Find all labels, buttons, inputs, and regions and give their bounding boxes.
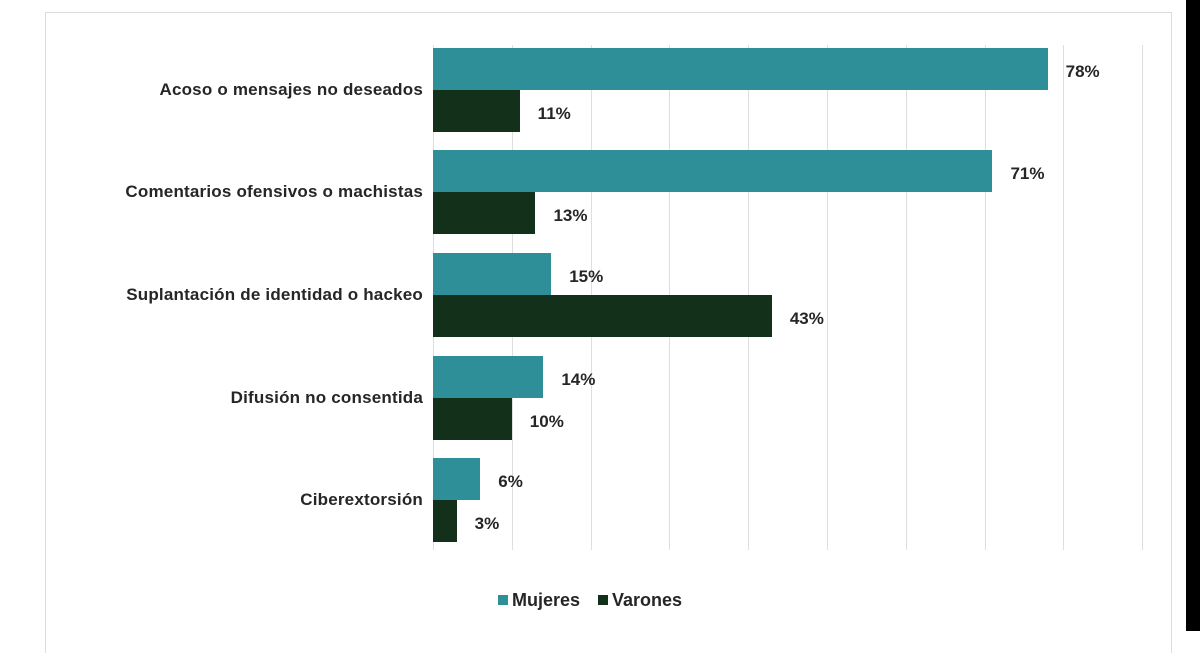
legend-label: Mujeres [512, 589, 581, 610]
bar-mujeres [433, 356, 544, 398]
bar-varones [433, 398, 512, 440]
gridline [1063, 45, 1065, 550]
right-edge-strip [1186, 0, 1200, 631]
bar-mujeres [433, 253, 552, 295]
data-label: 11% [537, 104, 571, 123]
category-label: Ciberextorsión [300, 490, 423, 509]
data-label: 10% [529, 412, 564, 431]
legend-swatch-mujeres [498, 595, 508, 605]
data-label: 15% [569, 267, 604, 286]
category-label: Acoso o mensajes no deseados [159, 80, 423, 99]
data-label: 6% [498, 472, 523, 491]
gridline [905, 45, 907, 550]
data-label: 78% [1065, 62, 1100, 81]
plot-area: 78% 11% 71% 13% 15% 43% 14% 10% 6% 3% [433, 45, 1200, 550]
bar-varones [433, 295, 772, 337]
bar-mujeres [433, 458, 481, 500]
bar-varones [433, 500, 457, 542]
data-label: 3% [474, 514, 500, 533]
data-label: 71% [1010, 164, 1045, 183]
legend: Mujeres Varones [498, 589, 682, 611]
legend-swatch-varones [598, 595, 609, 605]
legend-item-varones: Varones [598, 590, 682, 611]
bar-mujeres [433, 150, 993, 192]
gridline [827, 45, 828, 550]
category-label: Difusión no consentida [230, 388, 423, 407]
gridline [984, 45, 986, 550]
bar-varones [433, 90, 520, 132]
category-label: Comentarios ofensivos o machistas [125, 182, 423, 201]
data-label: 13% [553, 206, 588, 225]
legend-label: Varones [612, 589, 683, 610]
legend-item-mujeres: Mujeres [498, 590, 580, 611]
gridline [1142, 45, 1144, 550]
bar-mujeres [433, 48, 1048, 90]
category-label: Suplantación de identidad o hackeo [126, 285, 423, 304]
data-label: 43% [789, 309, 824, 328]
bar-varones [433, 192, 536, 234]
data-label: 14% [561, 370, 596, 389]
